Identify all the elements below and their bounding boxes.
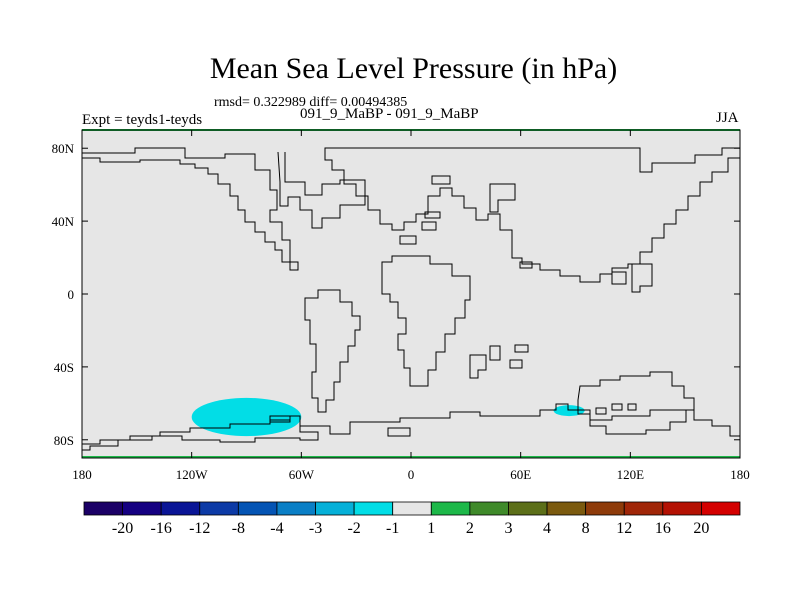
subtitle: 091_9_MaBP - 091_9_MaBP — [300, 106, 479, 122]
coastline-australia-lakes — [595, 403, 637, 415]
colorbar-swatch — [276, 501, 316, 516]
colorbar-swatch — [430, 501, 471, 516]
x-tick-label: 60W — [289, 467, 315, 482]
colorbar-level-label: -1 — [386, 520, 399, 537]
colorbar-level-label: -20 — [112, 520, 133, 537]
anomaly-southern-indian-low — [553, 405, 585, 417]
colorbar-level-label: -16 — [151, 520, 172, 537]
colorbar-swatch — [315, 501, 355, 516]
colorbar-level-label: 1 — [427, 520, 435, 537]
axis-ticks: 180 120W 60W 0 60E 120E 180 80N 40N 0 40S 80S — [52, 130, 750, 482]
stats-text: rmsd= 0.322989 diff= 0.00494385 — [214, 95, 408, 110]
colorbar-level-label: -4 — [270, 520, 283, 537]
colorbar-swatch — [237, 501, 278, 516]
colorbar-swatch — [662, 501, 702, 516]
colorbar-swatch — [160, 501, 201, 516]
colorbar-swatch — [469, 501, 509, 516]
colorbar-level-label: 16 — [655, 520, 671, 537]
colorbar-level-label: -8 — [232, 520, 245, 537]
colorbar-level-label: 2 — [466, 520, 474, 537]
chart-title: Mean Sea Level Pressure (in hPa) — [209, 52, 618, 85]
background-field — [82, 130, 740, 458]
x-tick-label: 120E — [617, 467, 645, 482]
colorbar: -20 -16 -12 -8 -4 -3 -2 -1 1 2 3 4 8 12 16 20 — [83, 501, 741, 537]
experiment-label: Expt = teyds1-teyds — [82, 112, 203, 128]
colorbar-level-label: 3 — [504, 520, 512, 537]
coastline-north-asia-islands — [424, 175, 516, 219]
coastline-africa — [381, 255, 471, 387]
colorbar-swatch — [508, 501, 548, 516]
x-tick-label: 60E — [510, 467, 531, 482]
y-tick-label: 80S — [54, 433, 74, 448]
map-area — [81, 129, 741, 459]
colorbar-swatch — [701, 501, 741, 516]
colorbar-level-label: 12 — [616, 520, 632, 537]
colorbar-swatch — [83, 501, 123, 516]
colorbar-swatch — [122, 501, 162, 516]
anomaly-south-pacific-low — [191, 397, 302, 437]
season-label: JJA — [716, 110, 739, 126]
colorbar-swatch — [199, 501, 239, 516]
y-tick-label: 80N — [52, 141, 75, 156]
coastline-eurasia — [324, 147, 741, 283]
colorbar-swatch — [585, 501, 625, 516]
coastline-antarctic-islands — [269, 415, 411, 437]
colorbar-swatch — [546, 501, 587, 516]
x-tick-label: 180 — [730, 467, 750, 482]
colorbar-level-label: -12 — [189, 520, 210, 537]
x-tick-label: 0 — [408, 467, 415, 482]
y-tick-label: 40S — [54, 360, 74, 375]
coastline-antarctica — [81, 403, 741, 458]
colorbar-swatch — [392, 501, 432, 516]
coastline-indonesia — [469, 344, 529, 379]
coastlines — [81, 147, 741, 458]
y-tick-label: 40N — [52, 214, 75, 229]
coastline-south-america — [304, 289, 361, 413]
colorbar-level-label: 4 — [543, 520, 551, 537]
coastline-arctic — [82, 147, 299, 271]
x-tick-label: 180 — [72, 467, 92, 482]
y-tick-label: 0 — [68, 287, 75, 302]
x-tick-label: 120W — [176, 467, 209, 482]
colorbar-level-label: -3 — [309, 520, 322, 537]
colorbar-level-label: 20 — [693, 520, 709, 537]
colorbar-swatch — [623, 501, 664, 516]
colorbar-level-label: 8 — [582, 520, 590, 537]
coastline-sea-islands — [399, 221, 653, 293]
colorbar-level-label: -2 — [347, 520, 360, 537]
colorbar-swatch — [353, 501, 394, 516]
coastline-greenland — [277, 151, 366, 229]
